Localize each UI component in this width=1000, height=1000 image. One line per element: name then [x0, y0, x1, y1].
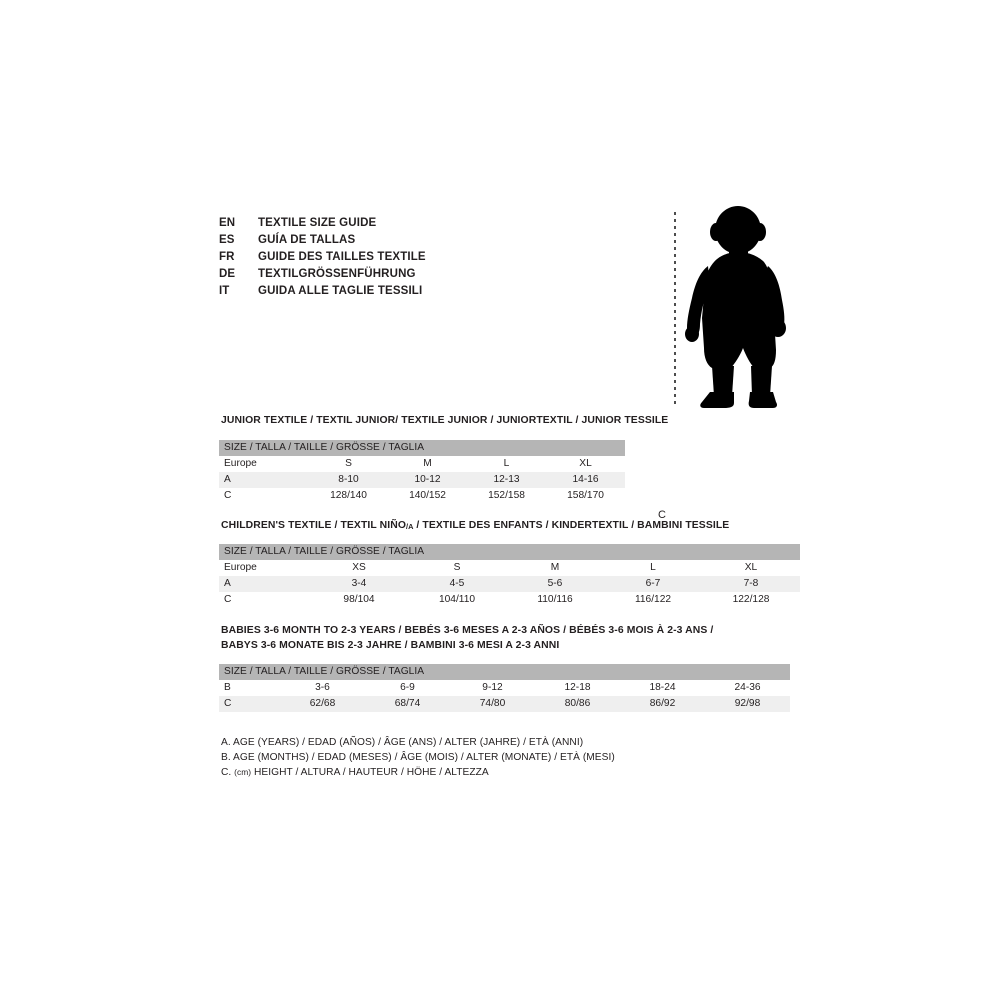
- table-row: C 62/68 68/74 74/80 80/86 86/92 92/98: [219, 696, 791, 712]
- children-cell: 122/128: [732, 594, 770, 605]
- legend-c-unit: (cm): [234, 767, 252, 777]
- legend-c-suffix: HEIGHT / ALTURA / HAUTEUR / HÖHE / ALTEZ…: [251, 767, 489, 778]
- language-row-de: DE TEXTILGRÖSSENFÜHRUNG: [219, 266, 619, 283]
- legend-row-a: A. AGE (YEARS) / EDAD (AÑOS) / ÂGE (ANS)…: [221, 737, 584, 748]
- children-cell: 6-7: [645, 578, 661, 589]
- junior-cell: 12-13: [493, 474, 520, 485]
- language-title-it: GUIDA ALLE TAGLIE TESSILI: [258, 285, 423, 297]
- junior-cell: XL: [579, 458, 592, 469]
- junior-cell: L: [503, 458, 510, 469]
- children-title-subscript: /A: [406, 522, 414, 531]
- junior-row-label-a: A: [224, 474, 231, 485]
- children-band-label: SIZE / TALLA / TAILLE / GRÖSSE / TAGLIA: [219, 544, 800, 560]
- toddler-body: [685, 206, 786, 408]
- babies-cell: 86/92: [649, 698, 676, 709]
- babies-cell: 68/74: [394, 698, 421, 709]
- junior-cell: 8-10: [338, 474, 359, 485]
- children-cell: S: [453, 562, 461, 573]
- language-row-es: ES GUÍA DE TALLAS: [219, 232, 619, 249]
- language-title-fr: GUIDE DES TAILLES TEXTILE: [258, 251, 426, 263]
- language-code-fr: FR: [219, 251, 235, 263]
- children-title-prefix: CHILDREN'S TEXTILE / TEXTIL NIÑO: [221, 520, 407, 531]
- children-title-suffix: / TEXTILE DES ENFANTS / KINDERTEXTIL / B…: [413, 520, 730, 531]
- language-row-fr: FR GUIDE DES TAILLES TEXTILE: [219, 249, 619, 266]
- children-table-band-row: SIZE / TALLA / TAILLE / GRÖSSE / TAGLIA: [219, 544, 800, 560]
- toddler-silhouette-icon: [674, 206, 786, 408]
- legend-c-prefix: C.: [221, 767, 235, 778]
- table-row: C 98/104 104/110 110/116 116/122 122/128: [219, 592, 800, 608]
- babies-row-label-c: C: [224, 698, 232, 709]
- junior-row-label-europe: Europe: [224, 458, 257, 469]
- children-section-title: CHILDREN'S TEXTILE / TEXTIL NIÑO/A / TEX…: [221, 519, 729, 533]
- junior-row-label-c: C: [224, 490, 232, 501]
- language-row-en: EN TEXTILE SIZE GUIDE: [219, 215, 619, 232]
- children-row-label-europe: Europe: [224, 562, 257, 573]
- children-cell: 104/110: [438, 594, 476, 605]
- language-code-es: ES: [219, 234, 235, 246]
- children-cell: 5-6: [547, 578, 563, 589]
- babies-section-title-line2: BABYS 3-6 MONATE BIS 2-3 JAHRE / BAMBINI…: [221, 640, 560, 651]
- language-code-it: IT: [219, 285, 230, 297]
- junior-section-title: JUNIOR TEXTILE / TEXTIL JUNIOR/ TEXTILE …: [221, 415, 669, 426]
- table-row: A 3-4 4-5 5-6 6-7 7-8: [219, 576, 800, 592]
- babies-section-title-line1: BABIES 3-6 MONTH TO 2-3 YEARS / BEBÉS 3-…: [221, 625, 714, 636]
- babies-cell: 9-12: [482, 682, 503, 693]
- junior-cell: S: [345, 458, 352, 469]
- language-title-de: TEXTILGRÖSSENFÜHRUNG: [258, 268, 416, 280]
- children-cell: XL: [744, 562, 758, 573]
- children-cell: M: [550, 562, 560, 573]
- babies-cell: 62/68: [309, 698, 336, 709]
- legend-block: A. AGE (YEARS) / EDAD (AÑOS) / ÂGE (ANS)…: [221, 735, 615, 780]
- junior-cell: M: [423, 458, 432, 469]
- junior-table-band-row: SIZE / TALLA / TAILLE / GRÖSSE / TAGLIA: [219, 440, 626, 456]
- children-cell: 4-5: [449, 578, 465, 589]
- junior-size-table: SIZE / TALLA / TAILLE / GRÖSSE / TAGLIA …: [219, 440, 626, 504]
- junior-cell: 128/140: [330, 490, 367, 501]
- legend-row-c: C. (cm) HEIGHT / ALTURA / HAUTEUR / HÖHE…: [221, 765, 615, 780]
- language-header-block: EN TEXTILE SIZE GUIDE ES GUÍA DE TALLAS …: [219, 215, 619, 300]
- children-cell: 116/122: [634, 594, 672, 605]
- height-measurement-figure: C: [650, 200, 810, 521]
- children-cell: 98/104: [343, 594, 375, 605]
- children-row-label-a: A: [224, 578, 231, 589]
- legend-row-b: B. AGE (MONTHS) / EDAD (MESES) / ÂGE (MO…: [221, 752, 615, 763]
- table-row: B 3-6 6-9 9-12 12-18 18-24 24-36: [219, 680, 791, 696]
- junior-band-label: SIZE / TALLA / TAILLE / GRÖSSE / TAGLIA: [219, 440, 626, 456]
- language-title-en: TEXTILE SIZE GUIDE: [258, 217, 377, 229]
- babies-size-table: SIZE / TALLA / TAILLE / GRÖSSE / TAGLIA …: [219, 664, 791, 712]
- junior-cell: 14-16: [572, 474, 599, 485]
- junior-cell: 10-12: [414, 474, 441, 485]
- height-label-c: C: [658, 509, 666, 521]
- children-size-table: SIZE / TALLA / TAILLE / GRÖSSE / TAGLIA …: [219, 544, 800, 608]
- language-code-en: EN: [219, 217, 236, 229]
- babies-cell: 74/80: [479, 698, 506, 709]
- babies-band-label: SIZE / TALLA / TAILLE / GRÖSSE / TAGLIA: [219, 664, 791, 680]
- language-code-de: DE: [219, 268, 236, 280]
- babies-row-label-b: B: [224, 682, 231, 693]
- table-row: Europe S M L XL: [219, 456, 626, 472]
- children-cell: XS: [352, 562, 366, 573]
- children-cell: 3-4: [351, 578, 367, 589]
- language-title-es: GUÍA DE TALLAS: [258, 234, 356, 246]
- babies-cell: 80/86: [564, 698, 591, 709]
- babies-cell: 92/98: [734, 698, 761, 709]
- babies-table-band-row: SIZE / TALLA / TAILLE / GRÖSSE / TAGLIA: [219, 664, 791, 680]
- children-cell: 7-8: [743, 578, 759, 589]
- babies-cell: 24-36: [734, 682, 761, 693]
- children-cell: L: [650, 562, 656, 573]
- table-row: Europe XS S M L XL: [219, 560, 800, 576]
- table-row: A 8-10 10-12 12-13 14-16: [219, 472, 626, 488]
- babies-cell: 6-9: [400, 682, 415, 693]
- language-row-it: IT GUIDA ALLE TAGLIE TESSILI: [219, 283, 619, 300]
- junior-cell: 140/152: [409, 490, 446, 501]
- babies-cell: 3-6: [315, 682, 330, 693]
- children-row-label-c: C: [224, 594, 232, 605]
- babies-cell: 18-24: [649, 682, 676, 693]
- children-cell: 110/116: [537, 594, 573, 605]
- babies-cell: 12-18: [564, 682, 591, 693]
- table-row: C 128/140 140/152 152/158 158/170: [219, 488, 626, 504]
- junior-cell: 158/170: [567, 490, 604, 501]
- junior-cell: 152/158: [488, 490, 525, 501]
